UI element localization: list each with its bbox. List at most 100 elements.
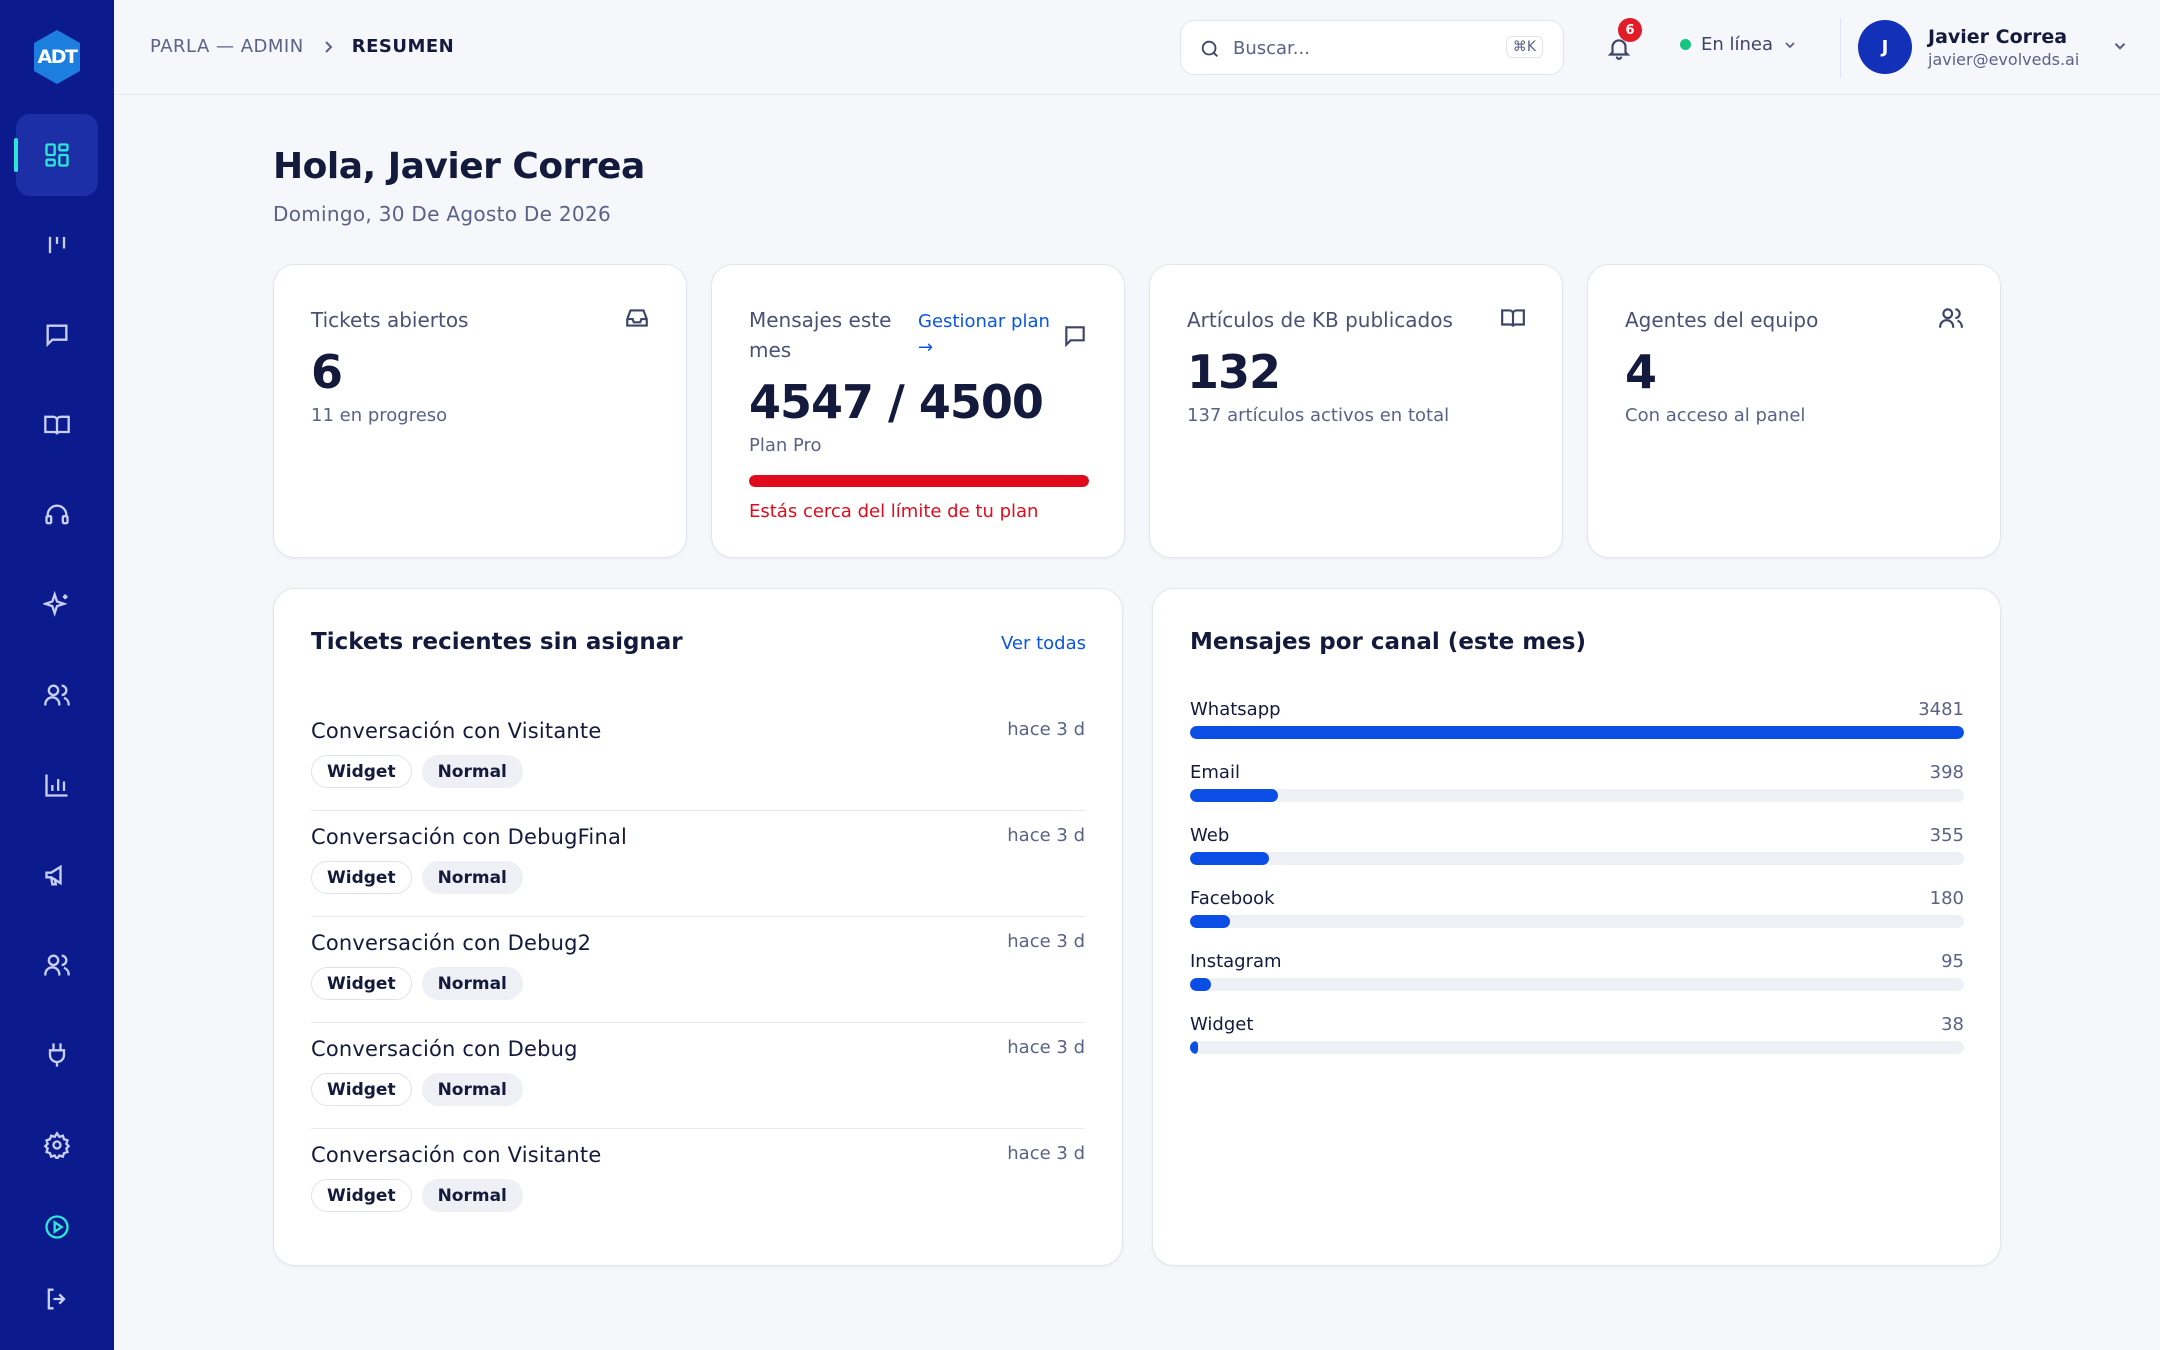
gear-icon xyxy=(43,1131,71,1159)
ticket-title: Conversación con DebugFinal xyxy=(311,825,628,849)
sidebar: ADT xyxy=(0,0,114,1350)
nav-knowledge-base[interactable] xyxy=(16,384,98,466)
status-dropdown[interactable]: En línea xyxy=(1680,34,1797,55)
channel-row: Instagram 95 xyxy=(1190,951,1964,1011)
search-input[interactable] xyxy=(1233,35,1483,61)
ticket-row[interactable]: Conversación con Visitante hace 3 d Widg… xyxy=(311,705,1085,811)
dashboard-icon xyxy=(45,143,69,167)
manage-plan-link[interactable]: Gestionar plan → xyxy=(918,311,1050,358)
stat-sub: Plan Pro xyxy=(749,435,822,456)
ticket-title: Conversación con Debug2 xyxy=(311,931,592,955)
logo-hexagon-icon xyxy=(34,30,80,84)
stat-label: Artículos de KB publicados xyxy=(1187,308,1453,332)
ticket-row[interactable]: Conversación con Debug hace 3 d Widget N… xyxy=(311,1023,1085,1129)
usage-progress xyxy=(749,475,1089,487)
channel-value: 38 xyxy=(1941,1014,1964,1035)
ticket-row[interactable]: Conversación con Debug2 hace 3 d Widget … xyxy=(311,917,1085,1023)
nav-ai[interactable] xyxy=(16,564,98,646)
chevron-down-icon xyxy=(1785,41,1795,48)
channel-label: Email xyxy=(1190,762,1240,783)
ticket-row[interactable]: Conversación con Visitante hace 3 d Widg… xyxy=(311,1129,1085,1235)
nav-play[interactable] xyxy=(16,1186,98,1268)
chevron-right-icon xyxy=(324,40,333,53)
panel-title: Mensajes por canal (este mes) xyxy=(1190,629,1586,655)
nav-dashboard[interactable] xyxy=(14,114,98,196)
nav-contacts[interactable] xyxy=(16,654,98,736)
channel-tag: Widget xyxy=(311,755,412,788)
channel-row: Whatsapp 3481 xyxy=(1190,699,1964,759)
breadcrumb-parent[interactable]: PARLA — ADMIN xyxy=(150,36,304,57)
user-menu[interactable]: J Javier Correa javier@evolveds.ai xyxy=(1858,20,2128,76)
nav-kanban[interactable] xyxy=(16,204,98,286)
status-label: En línea xyxy=(1701,34,1774,55)
stat-card-kb: Artículos de KB publicados 132 137 artíc… xyxy=(1149,264,1563,558)
channel-value: 398 xyxy=(1929,762,1964,783)
search-box[interactable]: ⌘K xyxy=(1180,20,1564,75)
nav-support[interactable] xyxy=(16,474,98,556)
message-icon xyxy=(1065,326,1085,348)
priority-tag: Normal xyxy=(421,861,523,894)
logo[interactable]: ADT xyxy=(28,28,86,86)
stat-value: 4547 / 4500 xyxy=(749,375,1044,429)
channel-bar-track xyxy=(1190,978,1964,991)
kanban-icon xyxy=(48,236,66,254)
play-circle-icon xyxy=(45,1215,69,1239)
sparkles-icon xyxy=(43,591,68,617)
channel-bar-fill xyxy=(1190,852,1269,865)
channel-label: Widget xyxy=(1190,1014,1254,1035)
channel-bar-track xyxy=(1190,915,1964,928)
channel-label: Whatsapp xyxy=(1190,699,1281,720)
channel-label: Instagram xyxy=(1190,951,1282,972)
megaphone-icon xyxy=(45,864,62,886)
online-dot xyxy=(1680,39,1691,50)
notifications-button[interactable] xyxy=(1594,20,1644,75)
message-icon xyxy=(46,324,68,348)
channel-tag: Widget xyxy=(311,861,412,894)
nav-team[interactable] xyxy=(16,924,98,1006)
channel-bar-track xyxy=(1190,1041,1964,1054)
users-icon xyxy=(44,684,70,706)
priority-tag: Normal xyxy=(421,755,523,788)
nav-logout[interactable] xyxy=(16,1258,98,1340)
channel-tag: Widget xyxy=(311,1073,412,1106)
view-all-link[interactable]: Ver todas xyxy=(1000,633,1086,654)
channel-bar-fill xyxy=(1190,1041,1199,1054)
channel-value: 95 xyxy=(1941,951,1964,972)
nav-integrations[interactable] xyxy=(16,1014,98,1096)
divider xyxy=(1840,18,1841,78)
ticket-time: hace 3 d xyxy=(1007,719,1085,740)
logout-icon xyxy=(47,1288,66,1310)
headset-icon xyxy=(45,504,69,525)
chevron-down-icon xyxy=(2114,42,2126,50)
stat-value: 132 xyxy=(1187,345,1281,399)
search-icon xyxy=(1201,40,1218,57)
channel-value: 355 xyxy=(1929,825,1964,846)
tickets-panel: Tickets recientes sin asignar Ver todas … xyxy=(273,588,1123,1266)
nav-messages[interactable] xyxy=(16,294,98,376)
channel-bar-fill xyxy=(1190,726,1964,739)
nav-settings[interactable] xyxy=(16,1104,98,1186)
channel-bar-fill xyxy=(1190,978,1212,991)
breadcrumb: PARLA — ADMIN RESUMEN xyxy=(150,36,454,57)
ticket-title: Conversación con Visitante xyxy=(311,719,602,743)
channel-bar-fill xyxy=(1190,789,1279,802)
ticket-row[interactable]: Conversación con DebugFinal hace 3 d Wid… xyxy=(311,811,1085,917)
stat-label: Agentes del equipo xyxy=(1625,308,1819,332)
channels-panel: Mensajes por canal (este mes) Whatsapp 3… xyxy=(1152,588,2001,1266)
nav-reports[interactable] xyxy=(16,744,98,826)
channel-label: Facebook xyxy=(1190,888,1275,909)
channel-tag: Widget xyxy=(311,1179,412,1212)
notifications-badge: 6 xyxy=(1618,18,1642,42)
stat-value: 4 xyxy=(1625,345,1657,399)
avatar: J xyxy=(1858,20,1912,74)
stat-card-tickets: Tickets abiertos 6 11 en progreso xyxy=(273,264,687,558)
ticket-time: hace 3 d xyxy=(1007,825,1085,846)
user-email: javier@evolveds.ai xyxy=(1928,50,2080,69)
ticket-time: hace 3 d xyxy=(1007,1143,1085,1164)
channel-label: Web xyxy=(1190,825,1230,846)
channel-row: Web 355 xyxy=(1190,825,1964,885)
channel-bar-fill xyxy=(1190,915,1231,928)
nav-campaigns[interactable] xyxy=(16,834,98,916)
channel-value: 3481 xyxy=(1918,699,1964,720)
priority-tag: Normal xyxy=(421,1179,523,1212)
